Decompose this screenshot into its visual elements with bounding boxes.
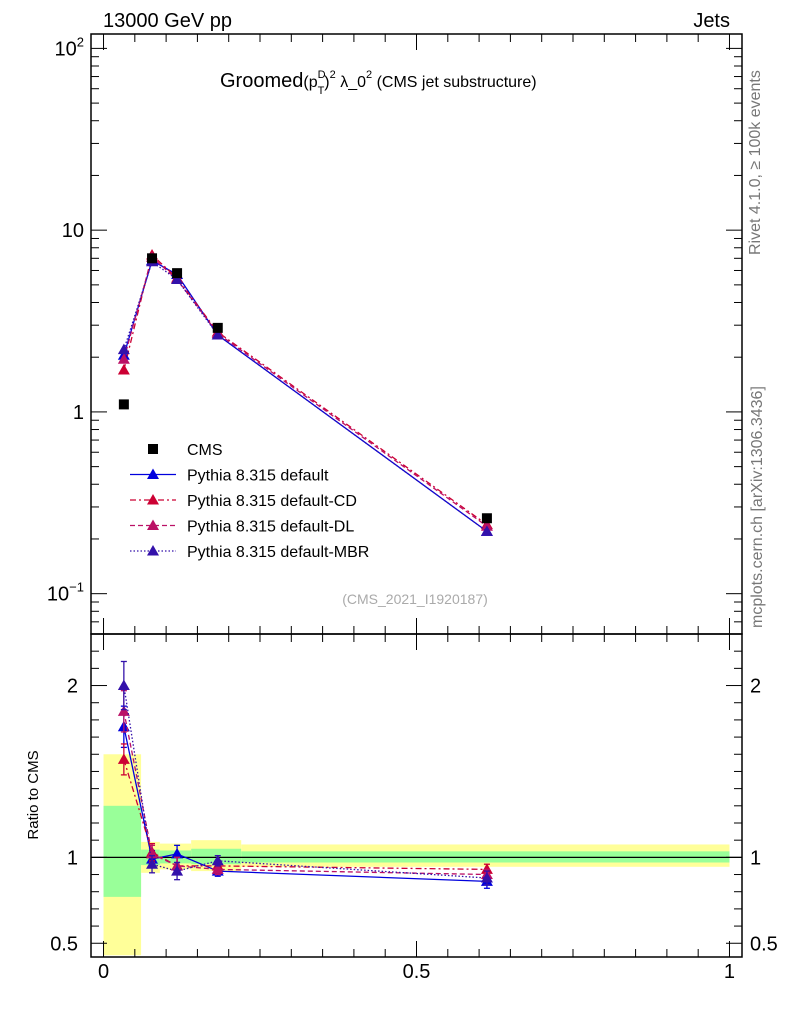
rivet-label: Rivet 4.1.0, ≥ 100k events bbox=[747, 70, 764, 255]
ratio-3-point-4 bbox=[480, 871, 493, 883]
ratio-ytick-label-right-0: 2 bbox=[750, 676, 761, 698]
legend-marker-3 bbox=[147, 545, 159, 556]
series-3-point-2 bbox=[171, 273, 184, 285]
data-point-0 bbox=[118, 399, 129, 410]
legend-marker-0 bbox=[147, 468, 159, 479]
legend: CMS Pythia 8.315 default Pythia 8.315 defa… bbox=[130, 442, 369, 561]
title-var-sq: 2 bbox=[330, 69, 336, 81]
ratio-ytick-label-left-1: 1 bbox=[67, 847, 78, 869]
legend-marker-1 bbox=[147, 494, 159, 505]
ratio-ylabel: Ratio to CMS bbox=[25, 750, 42, 839]
main-plot-marks bbox=[117, 248, 493, 536]
xtick-label-0: 0 bbox=[98, 961, 109, 983]
series-3-point-4 bbox=[480, 525, 493, 536]
series-2-point-0 bbox=[117, 353, 130, 364]
title-lambda: λ_0 bbox=[336, 74, 366, 91]
ratio-plot-marks bbox=[117, 660, 493, 889]
ratio-ytick-label-right-2: 0.5 bbox=[750, 933, 778, 955]
ratio-ytick-label-left-2: 0.5 bbox=[50, 933, 78, 955]
energy-label: 13000 GeV pp bbox=[103, 10, 232, 32]
ratio-0-point-2 bbox=[171, 847, 184, 859]
ratio-3-point-2 bbox=[171, 865, 184, 876]
main-ytick-label-2: 1 bbox=[73, 402, 84, 424]
ratio-band-green-0 bbox=[103, 805, 142, 897]
title-prefix: Groomed bbox=[220, 70, 303, 92]
legend-marker-data bbox=[148, 444, 158, 454]
axes: 102 10 1 10−1 0 0.5 1 2 2 1 1 0.5 0.5 bbox=[47, 33, 778, 983]
data-point-1 bbox=[147, 253, 158, 264]
ratio-2-point-0 bbox=[117, 705, 130, 716]
xtick-label-2: 1 bbox=[724, 961, 735, 983]
series-3-point-3 bbox=[211, 328, 224, 340]
ratio-frame bbox=[90, 633, 743, 958]
ratio-line-1 bbox=[123, 759, 487, 871]
title-lambda-sq: 2 bbox=[366, 69, 372, 81]
data-point-3 bbox=[212, 322, 223, 333]
ratio-uncertainty-bands bbox=[91, 754, 742, 956]
data-point-2 bbox=[172, 268, 183, 279]
legend-label-0: Pythia 8.315 default bbox=[187, 468, 329, 485]
legend-label-1: Pythia 8.315 default-CD bbox=[187, 493, 357, 510]
main-ytick-label-1: 10 bbox=[62, 220, 84, 242]
process-label: Jets bbox=[693, 10, 730, 32]
legend-marker-2 bbox=[147, 519, 159, 530]
ratio-1-point-0 bbox=[117, 753, 130, 764]
analysis-watermark: (CMS_2021_I1920187) bbox=[342, 591, 488, 607]
title-var-p: (p bbox=[303, 74, 317, 91]
xtick-label-1: 0.5 bbox=[403, 961, 431, 983]
legend-label-2: Pythia 8.315 default-DL bbox=[187, 519, 354, 536]
series-line-2 bbox=[123, 256, 488, 527]
title-suffix: (CMS jet substructure) bbox=[372, 74, 536, 91]
title-var-close: ) bbox=[324, 74, 329, 91]
series-3-point-0 bbox=[117, 343, 130, 355]
ratio-band-green-3 bbox=[191, 848, 242, 865]
ratio-ytick-label-left-0: 2 bbox=[67, 676, 78, 698]
ratio-3-point-0 bbox=[117, 679, 130, 691]
ratio-2-point-3 bbox=[211, 863, 224, 874]
data-point-4 bbox=[481, 513, 492, 524]
title-var-sup: D bbox=[318, 69, 326, 81]
ratio-3-point-3 bbox=[211, 854, 224, 866]
series-1-point-0 bbox=[117, 364, 130, 375]
ratio-line-2 bbox=[123, 711, 487, 876]
plot-title: Groomed(pD T)2 λ_02 (CMS jet substructure… bbox=[220, 69, 537, 97]
legend-label-3: Pythia 8.315 default-MBR bbox=[187, 544, 369, 561]
main-ytick-label-3: 10−1 bbox=[47, 580, 84, 606]
title-var-sub: T bbox=[318, 85, 325, 97]
mcplots-label: mcplots.cern.ch [arXiv:1306.3436] bbox=[749, 386, 766, 628]
ratio-3-point-1 bbox=[146, 858, 159, 869]
main-ytick-label-0: 102 bbox=[55, 34, 84, 60]
ratio-ytick-label-right-1: 1 bbox=[750, 847, 761, 869]
legend-label-data: CMS bbox=[187, 442, 223, 459]
